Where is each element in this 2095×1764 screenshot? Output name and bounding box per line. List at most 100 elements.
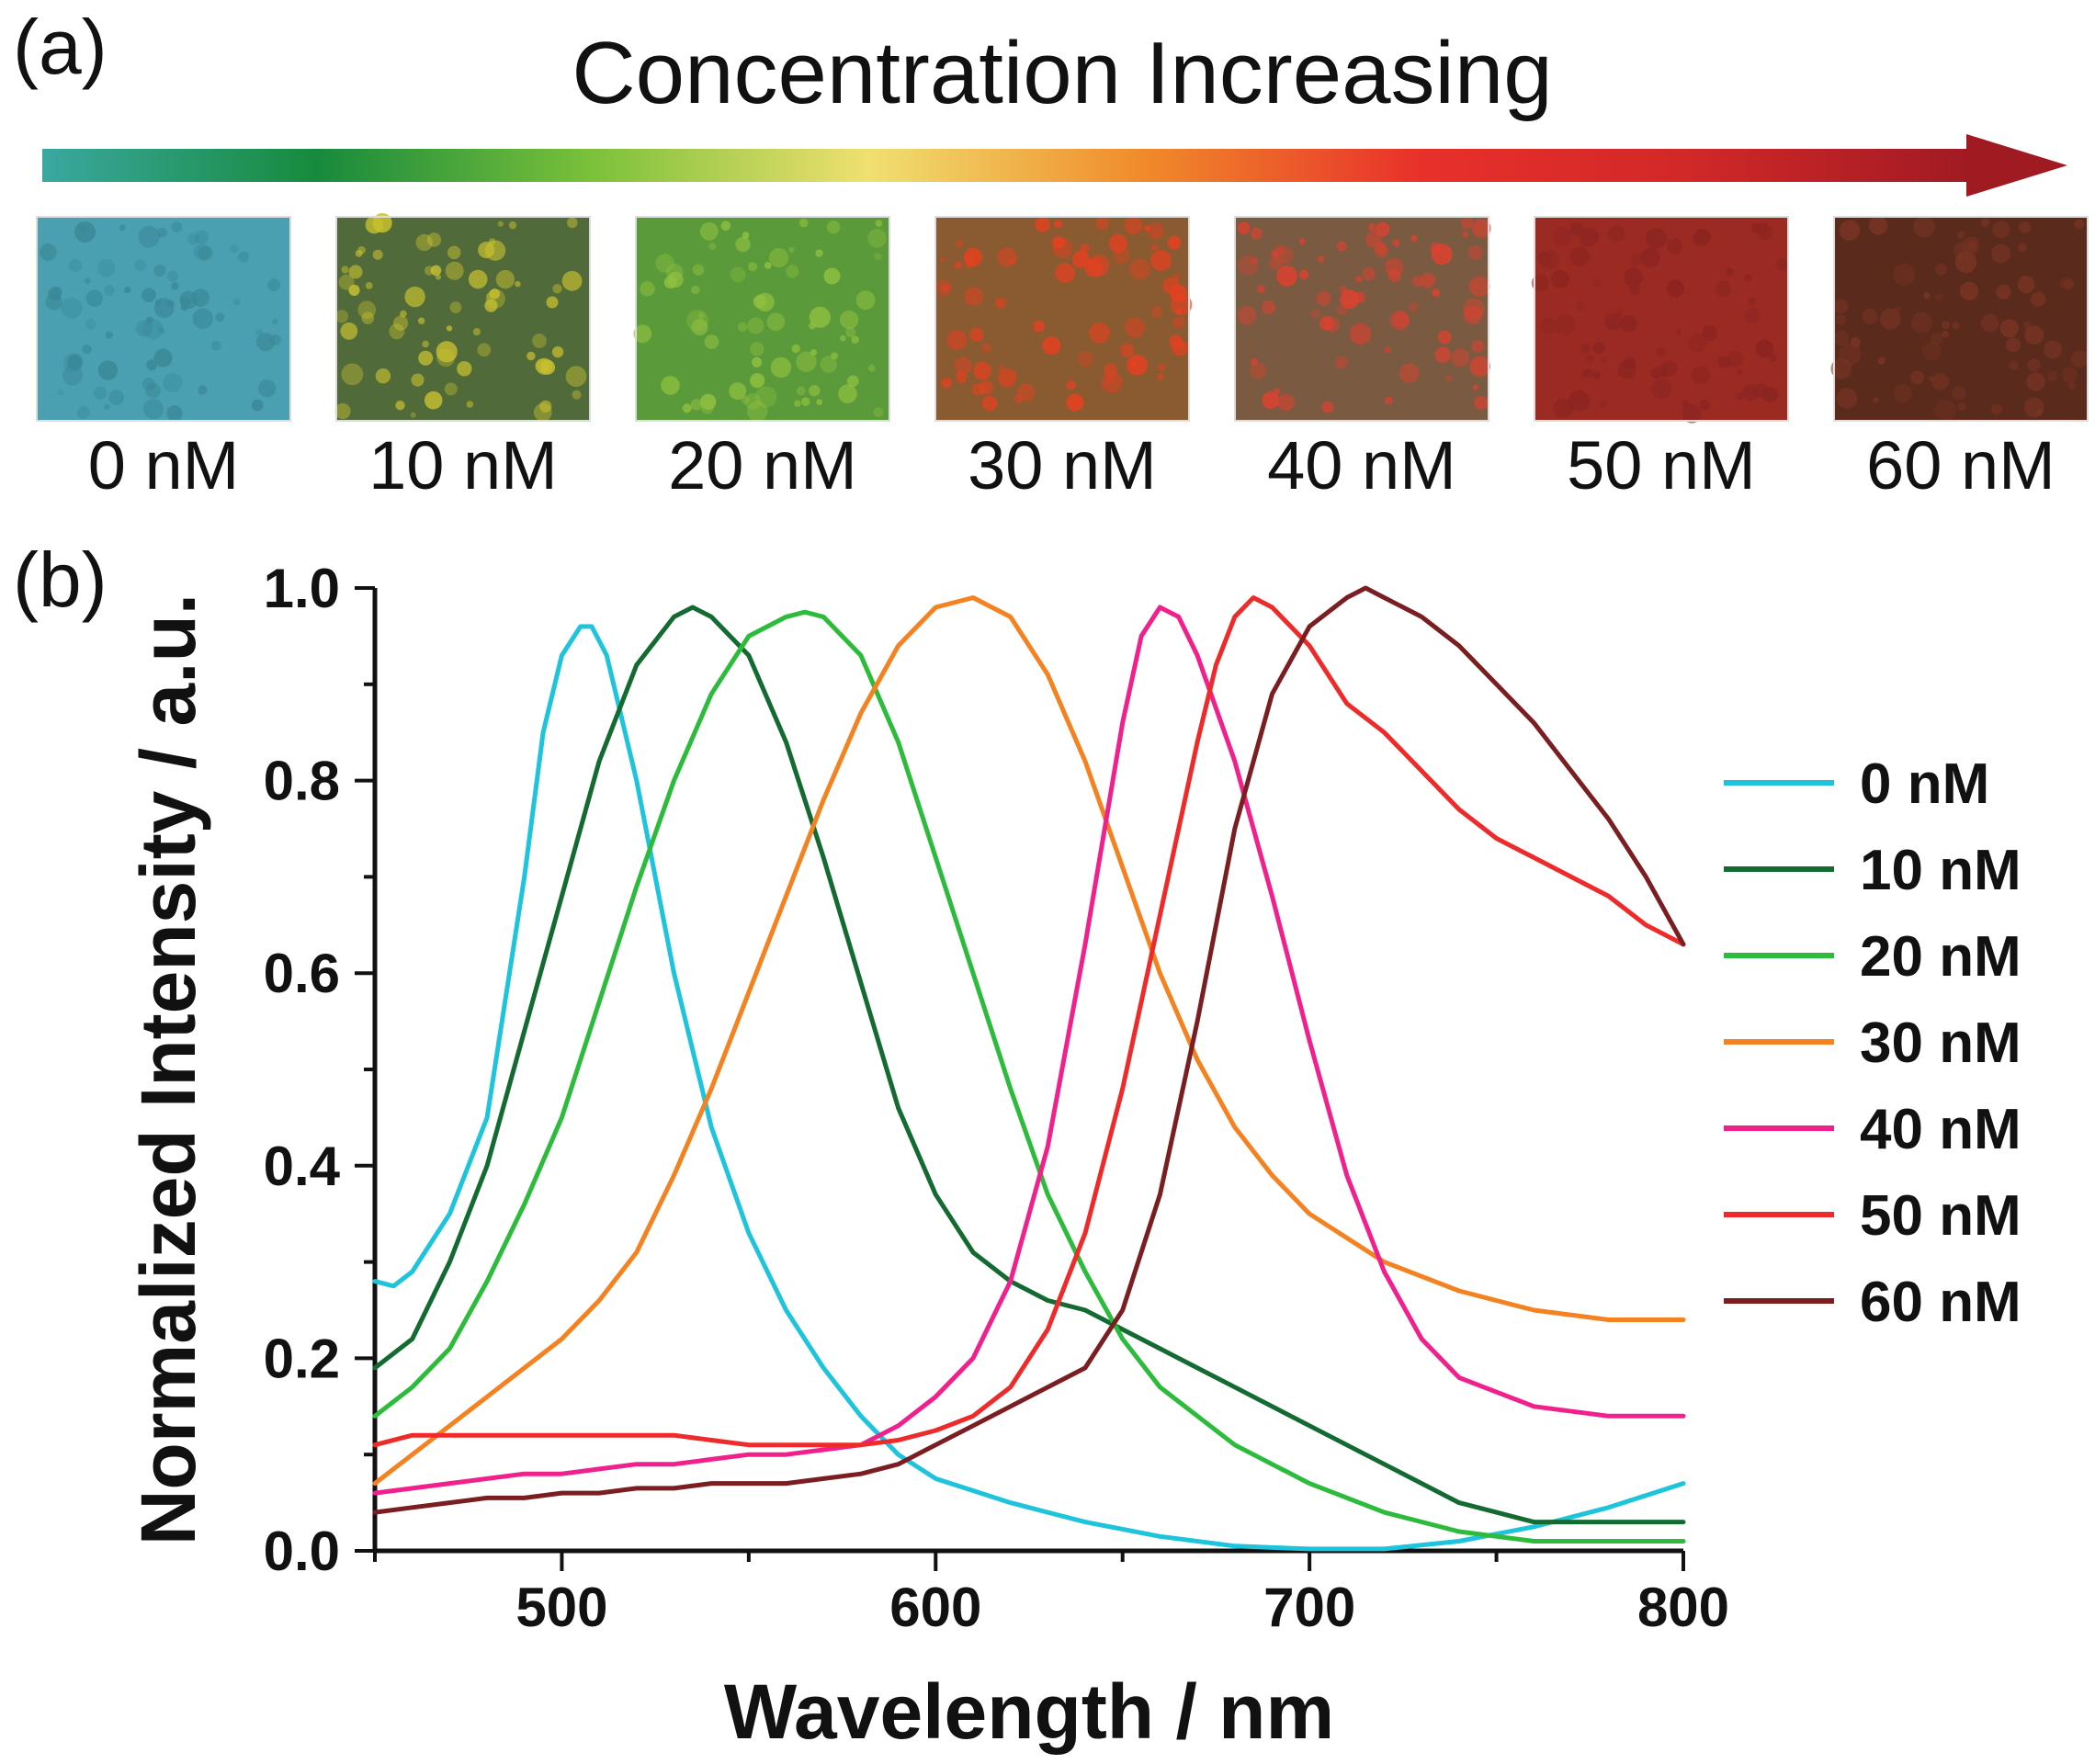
texture-speck	[1599, 399, 1608, 408]
texture-speck	[747, 317, 764, 334]
texture-speck	[741, 395, 750, 404]
texture-speck	[1071, 250, 1090, 268]
texture-speck	[375, 368, 391, 384]
texture-speck	[1298, 238, 1306, 245]
texture-speck	[851, 335, 859, 344]
texture-speck	[1862, 308, 1878, 324]
texture-speck	[1125, 317, 1146, 338]
texture-speck	[210, 340, 221, 351]
texture-speck	[395, 401, 405, 411]
texture-speck	[157, 326, 165, 334]
texture-speck	[981, 342, 992, 353]
texture-speck	[1580, 344, 1591, 354]
texture-speck	[1129, 258, 1150, 280]
texture-speck	[255, 332, 276, 352]
texture-speck	[809, 384, 821, 397]
texture-speck	[561, 270, 583, 291]
texture-speck	[489, 288, 501, 300]
texture-speck	[1270, 250, 1278, 258]
series-line	[372, 609, 1686, 1544]
sample-image-texture	[633, 218, 888, 422]
sample-image-border	[1234, 216, 1489, 422]
panel-a: (a) Concentration Increasing 0 nM 10 nM 20…	[13, 4, 2089, 503]
texture-speck	[1952, 322, 1960, 330]
sample-image-background	[37, 217, 290, 421]
texture-speck	[1080, 243, 1090, 254]
panel-b-label: (b)	[13, 537, 108, 623]
texture-speck	[97, 360, 119, 380]
x-axis-title: Wavelength / nm	[724, 1668, 1334, 1755]
texture-speck	[163, 372, 183, 393]
texture-speck	[1469, 356, 1490, 377]
texture-speck	[823, 267, 841, 285]
sample-image-texture	[1531, 221, 1789, 424]
texture-speck	[477, 343, 492, 357]
texture-speck	[1959, 281, 1979, 301]
texture-speck	[1725, 269, 1733, 277]
y-tick-label: 0.2	[264, 1328, 340, 1389]
y-axis-title: Normalized Intensity / a.u.	[125, 594, 211, 1545]
texture-speck	[180, 303, 188, 311]
texture-speck	[690, 399, 703, 411]
texture-speck	[997, 247, 1017, 267]
texture-speck	[1384, 257, 1404, 277]
texture-speck	[79, 226, 87, 233]
texture-speck	[1250, 362, 1267, 379]
legend: 0 nM 10 nM 20 nM 30 nM 40 nM 50 nM 60 nM	[1724, 752, 2021, 1334]
texture-speck	[973, 361, 991, 380]
texture-speck	[1942, 330, 1949, 338]
texture-speck	[195, 230, 210, 244]
legend-item: 30 nM	[1724, 1012, 2021, 1075]
texture-speck	[1879, 308, 1901, 330]
texture-speck	[1893, 264, 1915, 286]
texture-speck	[708, 242, 717, 251]
texture-speck	[1350, 322, 1372, 345]
legend-label: 50 nM	[1860, 1184, 2021, 1248]
sample-image-border	[934, 216, 1190, 422]
panel-b: (b) 500 600 700 800 0.0 0.2 0.4 0.6 0.8 1.0 Wavele…	[13, 537, 2021, 1755]
texture-speck	[1172, 316, 1185, 329]
texture-speck	[1928, 375, 1935, 382]
texture-speck	[1257, 285, 1265, 294]
texture-speck	[1251, 227, 1263, 240]
texture-speck	[2070, 350, 2089, 368]
texture-speck	[1604, 312, 1622, 331]
texture-speck	[1717, 356, 1730, 368]
x-tick-label: 500	[515, 1577, 607, 1638]
texture-speck	[153, 348, 173, 368]
texture-speck	[1066, 393, 1084, 412]
texture-speck	[754, 386, 777, 408]
texture-speck	[143, 399, 164, 420]
texture-speck	[410, 412, 416, 418]
texture-speck	[1921, 341, 1942, 361]
texture-speck	[552, 284, 562, 294]
sample-label: 50 nM	[1567, 427, 1756, 503]
texture-speck	[838, 384, 857, 404]
x-tick-label: 700	[1263, 1577, 1355, 1638]
texture-speck	[230, 244, 239, 254]
texture-speck	[769, 247, 789, 268]
texture-speck	[146, 359, 158, 371]
texture-speck	[1568, 390, 1591, 412]
texture-speck	[1537, 252, 1552, 266]
texture-speck	[1692, 366, 1710, 385]
texture-speck	[2027, 358, 2041, 372]
x-tick-label: 800	[1637, 1577, 1729, 1638]
texture-speck	[1277, 393, 1295, 412]
texture-speck	[2009, 360, 2019, 371]
sample-image-texture	[934, 216, 1193, 412]
texture-speck	[1124, 216, 1143, 235]
texture-speck	[2017, 243, 2027, 253]
texture-speck	[796, 351, 817, 372]
texture-speck	[1608, 225, 1625, 243]
texture-speck	[341, 363, 364, 386]
texture-speck	[1167, 235, 1182, 250]
legend-label: 60 nM	[1860, 1271, 2021, 1334]
legend-label: 40 nM	[1860, 1098, 2021, 1161]
texture-speck	[1335, 356, 1348, 369]
texture-speck	[2061, 367, 2078, 383]
texture-speck	[1016, 383, 1036, 401]
legend-item: 60 nM	[1724, 1271, 2021, 1334]
texture-speck	[1316, 290, 1331, 306]
texture-speck	[1393, 311, 1410, 328]
